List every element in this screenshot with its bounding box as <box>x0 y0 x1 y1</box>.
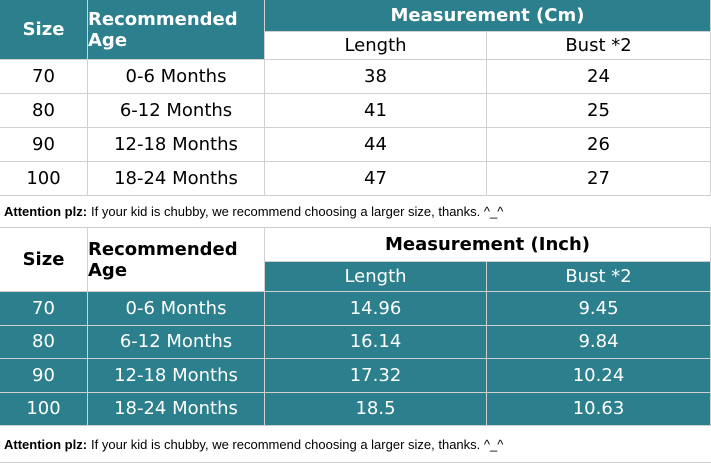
table-cell: 9.45 <box>487 292 711 326</box>
table-cell: 38 <box>265 60 487 94</box>
table-cell: 25 <box>487 94 711 128</box>
header-cell: Size <box>0 0 88 60</box>
table-cell: 27 <box>487 162 711 196</box>
note-label: Attention plz: <box>4 204 88 219</box>
subheader-cell: Length <box>265 32 487 60</box>
table-cell: 100 <box>0 162 88 196</box>
subheader-cell: Length <box>265 262 487 292</box>
table-cell: 16.14 <box>265 325 487 359</box>
table-cell: 47 <box>265 162 487 196</box>
table-cell: 17.32 <box>265 359 487 393</box>
note: Attention plz: If your kid is chubby, we … <box>0 426 711 463</box>
table-cell: 10.63 <box>487 392 711 426</box>
table-cell: 41 <box>265 94 487 128</box>
header-cell: Recommended Age <box>88 228 265 292</box>
table-cell: 90 <box>0 359 88 393</box>
table-cell: 18-24 Months <box>88 162 265 196</box>
table-cell: 80 <box>0 325 88 359</box>
table-cell: 70 <box>0 292 88 326</box>
header-cell: Recommended Age <box>88 0 265 60</box>
table-cell: 26 <box>487 128 711 162</box>
note-label: Attention plz: <box>4 436 88 452</box>
table-cell: 12-18 Months <box>88 128 265 162</box>
table-cell: 0-6 Months <box>88 60 265 94</box>
table-cell: 14.96 <box>265 292 487 326</box>
table-cell: 70 <box>0 60 88 94</box>
table-cell: 18-24 Months <box>88 392 265 426</box>
note-text: If your kid is chubby, we recommend choo… <box>91 204 504 219</box>
subheader-cell: Bust *2 <box>487 262 711 292</box>
table-cell: 44 <box>265 128 487 162</box>
table-cell: 10.24 <box>487 359 711 393</box>
table-cell: 90 <box>0 128 88 162</box>
table-cell: 18.5 <box>265 392 487 426</box>
table-cell: 9.84 <box>487 325 711 359</box>
header-cell: Measurement (Inch) <box>265 228 711 262</box>
header-cell: Measurement (Cm) <box>265 0 711 32</box>
header-cell: Size <box>0 228 88 292</box>
table-cell: 100 <box>0 392 88 426</box>
table-cell: 0-6 Months <box>88 292 265 326</box>
table-cell: 6-12 Months <box>88 94 265 128</box>
table-cell: 24 <box>487 60 711 94</box>
note: Attention plz: If your kid is chubby, we … <box>0 196 711 228</box>
table-cell: 6-12 Months <box>88 325 265 359</box>
note-text: If your kid is chubby, we recommend choo… <box>91 436 504 452</box>
table-cell: 80 <box>0 94 88 128</box>
subheader-cell: Bust *2 <box>487 32 711 60</box>
table-cell: 12-18 Months <box>88 359 265 393</box>
